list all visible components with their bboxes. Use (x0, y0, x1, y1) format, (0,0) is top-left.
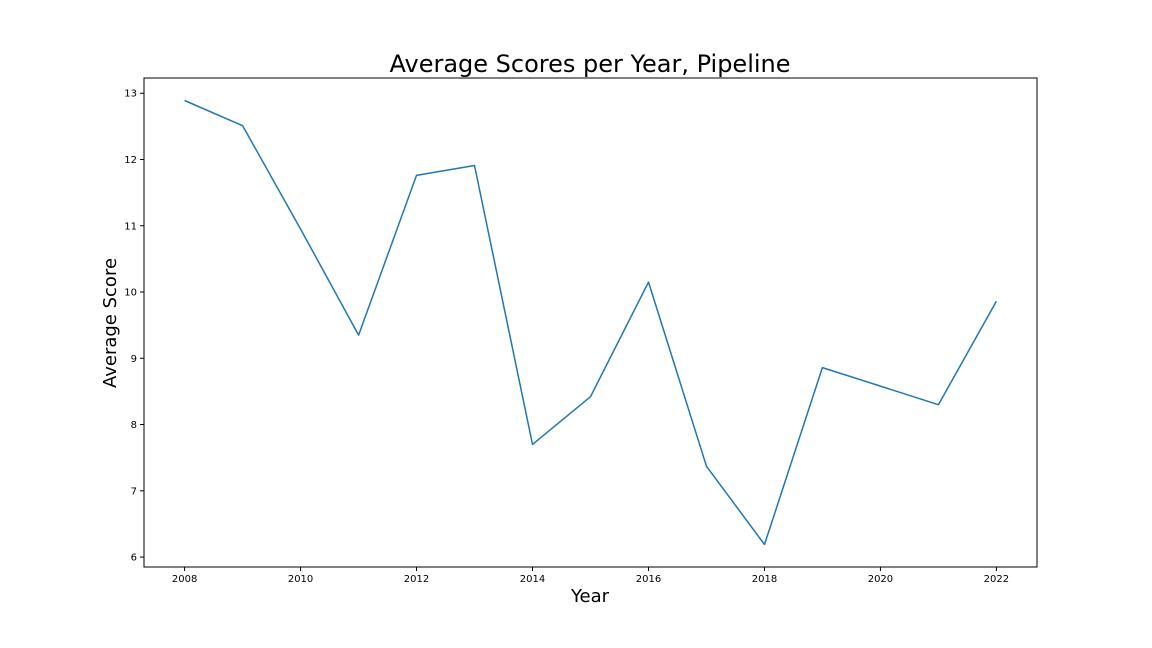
chart-title: Average Scores per Year, Pipeline (389, 50, 790, 78)
x-tick-label: 2020 (868, 574, 893, 585)
y-axis-label: Average Score (100, 258, 121, 388)
x-tick-label: 2010 (288, 574, 313, 585)
y-tick-label: 7 (131, 486, 137, 497)
plot-frame (143, 77, 1038, 568)
y-tick-label: 10 (124, 288, 137, 299)
y-tick-label: 8 (131, 420, 137, 431)
x-axis: 2008 2010 2012 2014 2016 2018 2020 2022 (172, 567, 1009, 585)
y-tick-label: 9 (131, 354, 137, 365)
x-tick-label: 2012 (404, 574, 429, 585)
x-axis-label: Year (570, 586, 610, 607)
x-tick-label: 2016 (636, 574, 661, 585)
y-tick-label: 12 (124, 155, 137, 166)
y-tick-label: 6 (131, 553, 137, 564)
x-tick-label: 2014 (520, 574, 545, 585)
series-line (184, 99, 998, 546)
plot-area: 2008 2010 2012 2014 2016 2018 2020 2022 6 7 8 9 10 1… (124, 77, 1038, 585)
x-tick-label: 2018 (752, 574, 777, 585)
x-tick-label: 2022 (984, 574, 1009, 585)
series-layer (184, 99, 998, 546)
y-axis: 6 7 8 9 10 11 12 13 (124, 89, 144, 564)
y-tick-label: 13 (124, 89, 137, 100)
x-tick-label: 2008 (172, 574, 197, 585)
y-tick-label: 11 (124, 221, 137, 232)
